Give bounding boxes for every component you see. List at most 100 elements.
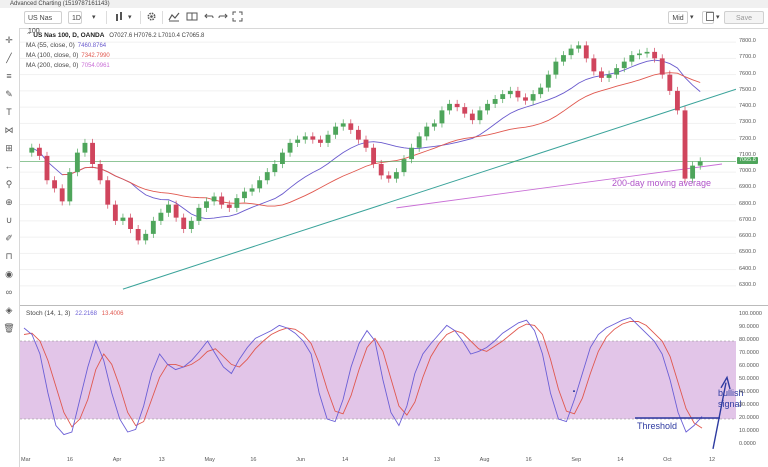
stoch-tick-label: 60.0000 — [739, 363, 759, 369]
window-title: Advanced Charting (1519787161143) — [10, 1, 110, 7]
ma55-label: MA (55, close, 0) — [26, 42, 75, 49]
candle-body — [431, 123, 437, 127]
link-icon[interactable]: ∞ — [5, 287, 13, 297]
candle-body — [386, 175, 392, 179]
price-tick-label: 6800.0 — [739, 200, 756, 207]
legend-ma200-row[interactable]: MA (200, close, 0) 7054.0961 — [26, 61, 204, 71]
candle-body — [599, 71, 604, 78]
time-tick-label: Oct — [663, 457, 672, 463]
candle-body — [424, 126, 430, 137]
price-axis[interactable]: 7800.0 7700.0 7600.0 7500.0 7400.0 7300.0 7200… — [736, 28, 768, 304]
legend-title-row: ⌃ US Nas 100, D, OANDA O7027.6 H7076.2 L… — [26, 31, 204, 41]
layout-icon[interactable] — [702, 11, 714, 24]
stoch-tick-label: 90.0000 — [739, 324, 759, 330]
trend-line — [122, 88, 736, 290]
stay-drawing-icon[interactable]: ✐ — [5, 233, 13, 243]
layout-dropdown-icon[interactable]: ▾ — [716, 14, 720, 21]
candle-body — [242, 191, 247, 199]
candle-body — [257, 180, 263, 189]
threshold-annotation: Threshold — [637, 421, 678, 431]
bar-style-dropdown-icon[interactable]: ▾ — [128, 14, 132, 21]
candle-body — [333, 126, 339, 135]
undo-icon[interactable] — [204, 11, 214, 24]
stochastic-chart[interactable] — [20, 307, 736, 457]
interval-dropdown-icon[interactable]: ▾ — [92, 14, 96, 21]
symbol-search-input[interactable]: US Nas 100 — [24, 11, 62, 35]
time-tick-label: Mar — [21, 457, 31, 463]
time-tick-label: 14 — [617, 457, 624, 463]
arrow-icon[interactable]: ← — [4, 161, 14, 171]
visibility-eye-icon[interactable]: ◉ — [5, 269, 13, 279]
candle-body — [135, 229, 141, 241]
stoch-legend[interactable]: Stoch (14, 1, 3) 22.2168 13.4006 — [26, 309, 123, 319]
price-tick-label: 6500.0 — [739, 249, 756, 256]
fibonacci-icon[interactable]: ⊞ — [5, 143, 13, 153]
price-tick-label: 6700.0 — [739, 216, 756, 223]
crosshair-icon[interactable]: ✛ — [5, 35, 13, 45]
bullish-arrow-head — [720, 375, 731, 390]
stoch-tick-label: 20.0000 — [739, 415, 759, 421]
price-source-dropdown-icon[interactable]: ▾ — [690, 14, 694, 21]
candle-body — [112, 204, 118, 221]
fullscreen-icon[interactable] — [232, 11, 244, 24]
indicators-icon[interactable] — [168, 11, 182, 24]
measure-icon[interactable]: ⚲ — [5, 179, 13, 189]
redo-icon[interactable] — [218, 11, 228, 24]
candle-body — [355, 129, 361, 140]
drawing-toolbar: ✛ ╱ ≡ ✎ T ⋈ ⊞ ← ⚲ ⊕ ∪ ✐ ⊓ ◉ ∞ ◈ 🗑 — [0, 28, 20, 467]
candle-body — [363, 139, 369, 148]
price-chart[interactable] — [20, 28, 736, 304]
candle-body — [644, 51, 650, 54]
trendline-icon[interactable]: ╱ — [6, 53, 12, 63]
chart-toolbar: US Nas 100 1D ▾ ▾ Mid ▾ ▾ Save — [0, 8, 768, 35]
stoch-k-line — [23, 317, 703, 436]
candle-body — [492, 99, 498, 104]
candle-body — [583, 45, 589, 59]
zoom-icon[interactable]: ⊕ — [5, 197, 13, 207]
candle-body — [295, 139, 301, 143]
brush-icon[interactable]: ✎ — [5, 89, 13, 99]
candle-body — [90, 142, 95, 164]
candle-body — [416, 136, 422, 148]
time-axis[interactable]: Mar 16 Apr 13 May 16 Jun 14 Jul 13 Aug 16 Sep 14 Oct 12 — [20, 457, 736, 467]
candle-body — [340, 123, 346, 127]
save-button[interactable]: Save — [724, 11, 764, 24]
text-tool-icon[interactable]: T — [6, 107, 12, 117]
lock-icon[interactable]: ⊓ — [5, 251, 13, 261]
candle-body — [280, 152, 285, 164]
candle-body — [477, 110, 483, 121]
candle-body — [166, 204, 171, 213]
candle-body — [150, 220, 156, 234]
price-tick-label: 7100.0 — [739, 151, 756, 158]
candle-body — [523, 97, 528, 101]
candle-body — [515, 90, 521, 98]
magnet-icon[interactable]: ∪ — [5, 215, 13, 225]
bar-style-icon[interactable] — [114, 11, 126, 24]
time-tick-label: 13 — [433, 457, 440, 463]
ma-annotation: 200-day moving average — [612, 178, 712, 188]
legend-ma100-row[interactable]: MA (100, close, 0) 7342.7990 — [26, 51, 204, 61]
trash-icon[interactable]: 🗑 — [3, 323, 15, 333]
compare-icon[interactable] — [186, 11, 200, 24]
legend-collapse-icon[interactable]: ⌃ — [26, 32, 32, 39]
candle-body — [59, 188, 65, 202]
price-source-select[interactable]: Mid — [668, 11, 688, 24]
price-tick-label: 7500.0 — [739, 86, 756, 93]
candle-body — [310, 136, 316, 140]
stoch-marker-dot — [573, 390, 575, 392]
pattern-icon[interactable]: ⋈ — [4, 125, 14, 135]
settings-gear-icon[interactable] — [146, 11, 158, 24]
stoch-tick-label: 100.0000 — [739, 311, 762, 317]
horizontal-line-icon[interactable]: ≡ — [6, 71, 12, 81]
candle-body — [667, 74, 673, 91]
candle-body — [204, 201, 209, 208]
candle-body — [469, 113, 475, 121]
legend-ma55-row[interactable]: MA (55, close, 0) 7460.8764 — [26, 41, 204, 51]
layers-icon[interactable]: ◈ — [5, 305, 13, 315]
candle-body — [44, 155, 50, 181]
candle-body — [74, 152, 80, 173]
candle-body — [637, 53, 642, 56]
stoch-axis[interactable]: 100.0000 90.0000 80.0000 70.0000 60.0000 50.0… — [736, 307, 768, 457]
interval-select[interactable]: 1D — [68, 11, 82, 24]
candle-body — [234, 198, 240, 208]
